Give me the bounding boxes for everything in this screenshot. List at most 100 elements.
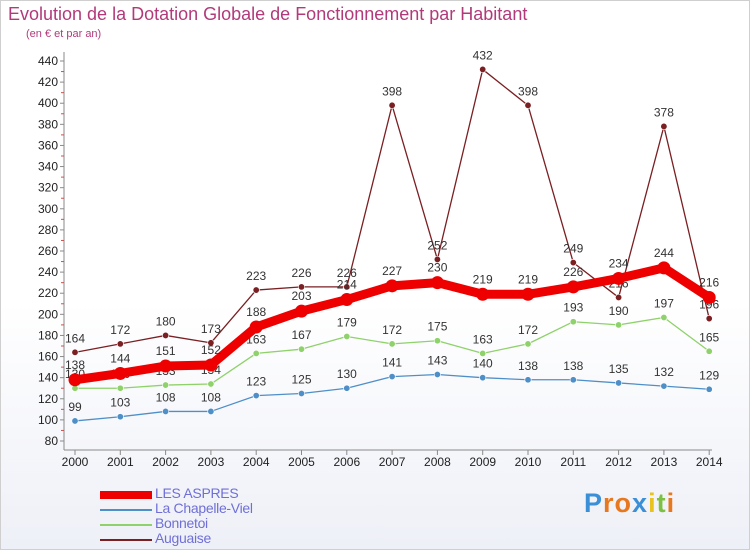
data-point-bonnetoi bbox=[433, 337, 441, 345]
data-label-auguaise: 432 bbox=[473, 48, 493, 62]
y-tick-label: 400 bbox=[38, 96, 58, 110]
data-label-auguaise: 223 bbox=[246, 269, 266, 283]
logo-letter: P bbox=[584, 488, 604, 518]
data-point-les-aspres bbox=[657, 261, 671, 275]
data-label-les-aspres: 226 bbox=[563, 265, 583, 279]
data-label-les-aspres: 144 bbox=[110, 351, 130, 365]
data-point-les-aspres bbox=[204, 358, 218, 372]
legend-item-auguaise: Auguaise bbox=[100, 530, 360, 546]
data-point-les-aspres bbox=[295, 304, 308, 318]
data-point-auguaise bbox=[297, 283, 305, 291]
data-point-auguaise bbox=[569, 259, 577, 267]
data-point-auguaise bbox=[252, 286, 260, 294]
y-tick-label: 100 bbox=[38, 413, 58, 427]
x-tick-label: 2006 bbox=[333, 455, 360, 469]
y-tick-label: 140 bbox=[38, 371, 58, 385]
data-point-les-aspres bbox=[521, 287, 535, 301]
data-label-auguaise: 226 bbox=[291, 266, 311, 280]
data-point-les-aspres bbox=[612, 271, 626, 285]
data-label-la-chapelle-viel: 141 bbox=[382, 356, 402, 370]
chart-legend: LES ASPRES La Chapelle-Viel Bonnetoi Auguai… bbox=[100, 485, 360, 546]
data-point-la-chapelle-viel bbox=[252, 392, 260, 400]
x-tick-label: 2004 bbox=[243, 455, 270, 469]
proxiti-logo: Proxiti bbox=[584, 488, 675, 519]
y-tick-label: 120 bbox=[38, 392, 58, 406]
data-label-auguaise: 398 bbox=[518, 84, 538, 98]
legend-swatch bbox=[100, 491, 152, 499]
data-point-la-chapelle-viel bbox=[343, 384, 351, 392]
data-point-la-chapelle-viel bbox=[207, 407, 215, 415]
data-label-auguaise: 398 bbox=[382, 84, 402, 98]
data-point-auguaise bbox=[615, 293, 623, 301]
data-label-la-chapelle-viel: 129 bbox=[699, 368, 719, 382]
chart-title: Evolution de la Dotation Globale de Fonc… bbox=[8, 4, 528, 24]
data-point-les-aspres bbox=[385, 279, 399, 293]
data-label-les-aspres: 219 bbox=[518, 272, 538, 286]
data-label-la-chapelle-viel: 132 bbox=[654, 365, 674, 379]
y-tick-label: 280 bbox=[38, 223, 58, 237]
data-label-la-chapelle-viel: 103 bbox=[110, 396, 130, 410]
data-point-les-aspres bbox=[159, 359, 173, 373]
data-label-bonnetoi: 165 bbox=[699, 330, 719, 344]
legend-swatch bbox=[100, 524, 152, 526]
data-point-les-aspres bbox=[702, 290, 716, 304]
legend-swatch bbox=[100, 509, 152, 511]
data-label-les-aspres: 188 bbox=[246, 305, 266, 319]
data-label-auguaise: 252 bbox=[427, 238, 447, 252]
data-point-bonnetoi bbox=[388, 340, 396, 348]
data-point-auguaise bbox=[433, 255, 441, 263]
data-label-bonnetoi: 190 bbox=[609, 304, 629, 318]
data-point-la-chapelle-viel bbox=[524, 376, 532, 384]
data-point-auguaise bbox=[705, 315, 713, 323]
y-tick-label: 180 bbox=[38, 328, 58, 342]
data-label-la-chapelle-viel: 135 bbox=[609, 362, 629, 376]
x-tick-label: 2003 bbox=[198, 455, 225, 469]
data-point-bonnetoi bbox=[297, 345, 305, 353]
y-tick-label: 240 bbox=[38, 265, 58, 279]
x-tick-label: 2001 bbox=[107, 455, 134, 469]
x-tick-label: 2010 bbox=[515, 455, 542, 469]
data-label-bonnetoi: 172 bbox=[518, 323, 538, 337]
legend-item-la-chapelle-viel: La Chapelle-Viel bbox=[100, 500, 360, 516]
data-point-la-chapelle-viel bbox=[116, 413, 124, 421]
data-label-auguaise: 164 bbox=[65, 331, 85, 345]
data-label-auguaise: 249 bbox=[563, 242, 583, 256]
data-point-auguaise bbox=[116, 340, 124, 348]
y-tick-label: 320 bbox=[38, 181, 58, 195]
legend-label: LES ASPRES bbox=[155, 485, 239, 501]
data-label-bonnetoi: 193 bbox=[563, 301, 583, 315]
data-point-bonnetoi bbox=[343, 332, 351, 340]
y-tick-label: 200 bbox=[38, 307, 58, 321]
data-label-la-chapelle-viel: 108 bbox=[201, 390, 221, 404]
data-point-auguaise bbox=[660, 122, 668, 130]
x-tick-label: 2014 bbox=[696, 455, 723, 469]
data-label-les-aspres: 244 bbox=[654, 246, 674, 260]
data-point-les-aspres bbox=[249, 320, 263, 334]
data-point-la-chapelle-viel bbox=[388, 373, 396, 381]
data-point-la-chapelle-viel bbox=[479, 374, 487, 382]
x-tick-label: 2013 bbox=[651, 455, 678, 469]
data-point-auguaise bbox=[71, 348, 79, 356]
x-tick-label: 2002 bbox=[152, 455, 179, 469]
data-label-bonnetoi: 163 bbox=[473, 332, 493, 346]
data-point-la-chapelle-viel bbox=[162, 407, 170, 415]
y-tick-label: 360 bbox=[38, 138, 58, 152]
legend-label: La Chapelle-Viel bbox=[155, 500, 253, 516]
legend-swatch bbox=[100, 539, 152, 541]
data-point-bonnetoi bbox=[705, 347, 713, 355]
y-tick-label: 300 bbox=[38, 202, 58, 216]
data-label-les-aspres: 214 bbox=[337, 278, 357, 292]
x-tick-label: 2009 bbox=[469, 455, 496, 469]
x-tick-label: 2007 bbox=[379, 455, 406, 469]
y-tick-label: 80 bbox=[45, 434, 59, 448]
y-tick-label: 380 bbox=[38, 117, 58, 131]
data-point-bonnetoi bbox=[207, 380, 215, 388]
logo-letter: o bbox=[614, 488, 633, 518]
data-point-auguaise bbox=[524, 101, 532, 109]
data-point-la-chapelle-viel bbox=[71, 417, 79, 425]
logo-letter: t bbox=[656, 488, 667, 518]
data-label-auguaise: 180 bbox=[156, 314, 176, 328]
data-label-auguaise: 173 bbox=[201, 322, 221, 336]
data-label-bonnetoi: 197 bbox=[654, 297, 674, 311]
x-tick-label: 2000 bbox=[62, 455, 89, 469]
